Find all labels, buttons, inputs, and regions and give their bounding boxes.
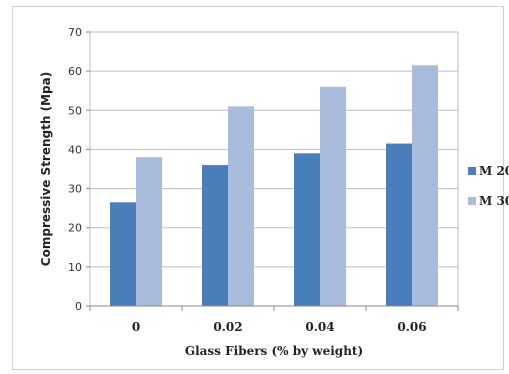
bar-m-30-0.06 bbox=[412, 65, 438, 307]
x-tick-label: 0.02 bbox=[213, 320, 242, 334]
y-axis-label: Compressive Strength (Mpa) bbox=[39, 72, 53, 266]
legend-entry: M 20 bbox=[479, 164, 509, 178]
bar-m-30-0.04 bbox=[320, 86, 346, 306]
y-tick-label: 30 bbox=[68, 183, 82, 196]
y-tick-label: 70 bbox=[68, 26, 82, 39]
y-tick-label: 0 bbox=[75, 300, 82, 313]
x-axis-label: Glass Fibers (% by weight) bbox=[185, 344, 363, 358]
y-tick-label: 20 bbox=[68, 222, 82, 235]
y-tick-label: 40 bbox=[68, 143, 82, 156]
bar-m-20-0.04 bbox=[294, 153, 320, 306]
bar-m-30-0 bbox=[136, 157, 162, 306]
y-tick-label: 10 bbox=[68, 261, 82, 274]
y-tick-label: 60 bbox=[68, 65, 82, 78]
x-tick-label: 0.06 bbox=[397, 320, 426, 334]
bar-m-30-0.02 bbox=[228, 106, 254, 306]
y-axis-ticks: 0 10 20 30 40 50 60 70 bbox=[68, 26, 90, 313]
x-tick-label: 0 bbox=[132, 320, 140, 334]
bar-m-20-0 bbox=[110, 202, 136, 306]
bar-m-20-0.02 bbox=[202, 165, 228, 306]
legend-entry: M 30 bbox=[479, 194, 509, 208]
bar-m-20-0.06 bbox=[386, 143, 412, 306]
y-tick-label: 50 bbox=[68, 104, 82, 117]
legend-swatch bbox=[468, 167, 476, 175]
legend: M 20 M 30 bbox=[468, 164, 509, 208]
bars bbox=[110, 65, 438, 307]
x-axis-ticks: 0 0.02 0.04 0.06 bbox=[89, 306, 459, 334]
x-tick-label: 0.04 bbox=[305, 320, 334, 334]
legend-swatch bbox=[468, 197, 476, 205]
